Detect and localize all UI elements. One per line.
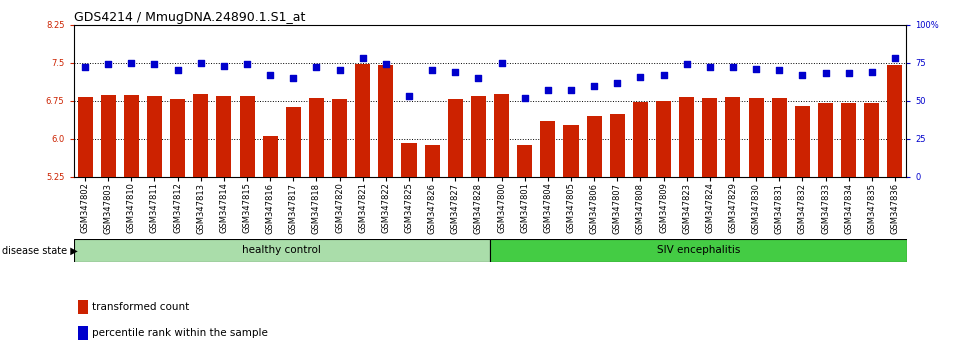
Bar bbox=[378, 65, 393, 177]
Bar bbox=[263, 136, 277, 177]
Point bbox=[147, 62, 163, 67]
Bar bbox=[725, 97, 741, 177]
Point bbox=[470, 75, 486, 81]
Bar bbox=[74, 239, 490, 262]
Bar bbox=[818, 103, 833, 177]
Bar bbox=[101, 95, 116, 177]
Point bbox=[725, 64, 741, 70]
Bar bbox=[771, 98, 787, 177]
Point bbox=[610, 80, 625, 85]
Point bbox=[656, 72, 671, 78]
Bar bbox=[309, 98, 324, 177]
Point bbox=[448, 69, 464, 75]
Point bbox=[679, 62, 695, 67]
Point bbox=[702, 64, 717, 70]
Bar bbox=[540, 121, 556, 177]
Bar bbox=[424, 145, 440, 177]
Point bbox=[123, 60, 139, 66]
Text: transformed count: transformed count bbox=[92, 302, 189, 313]
Point bbox=[100, 62, 116, 67]
Point bbox=[401, 93, 416, 99]
Bar bbox=[703, 98, 717, 177]
Bar bbox=[679, 97, 694, 177]
Point bbox=[285, 75, 301, 81]
Point bbox=[378, 62, 394, 67]
Point bbox=[355, 56, 370, 61]
Bar bbox=[841, 103, 857, 177]
Point bbox=[817, 71, 833, 76]
Bar bbox=[171, 99, 185, 177]
Bar bbox=[795, 106, 809, 177]
Point bbox=[540, 87, 556, 93]
Bar bbox=[77, 326, 88, 340]
Point bbox=[216, 63, 231, 69]
Bar bbox=[471, 96, 486, 177]
Text: disease state ▶: disease state ▶ bbox=[2, 245, 77, 255]
Bar bbox=[864, 103, 879, 177]
Bar bbox=[217, 96, 231, 177]
Point bbox=[632, 74, 648, 79]
Point bbox=[239, 62, 255, 67]
Bar bbox=[332, 99, 347, 177]
Point bbox=[494, 60, 510, 66]
Bar bbox=[749, 98, 763, 177]
Bar bbox=[147, 96, 162, 177]
Point bbox=[564, 87, 579, 93]
Bar bbox=[123, 95, 139, 177]
Point bbox=[749, 66, 764, 72]
Point bbox=[193, 60, 209, 66]
Point bbox=[77, 64, 93, 70]
Point bbox=[170, 68, 185, 73]
Point bbox=[795, 72, 810, 78]
Bar bbox=[448, 99, 463, 177]
Bar bbox=[564, 125, 578, 177]
Bar bbox=[587, 116, 602, 177]
Bar bbox=[355, 64, 370, 177]
Bar bbox=[402, 143, 416, 177]
Bar bbox=[633, 102, 648, 177]
Point bbox=[424, 68, 440, 73]
Bar bbox=[888, 65, 903, 177]
Bar bbox=[77, 97, 92, 177]
Bar bbox=[494, 94, 509, 177]
Point bbox=[887, 56, 903, 61]
Point bbox=[263, 72, 278, 78]
Bar bbox=[490, 239, 906, 262]
Bar bbox=[656, 101, 671, 177]
Bar bbox=[193, 94, 209, 177]
Bar bbox=[286, 107, 301, 177]
Point bbox=[864, 69, 880, 75]
Point bbox=[586, 83, 602, 88]
Point bbox=[309, 64, 324, 70]
Point bbox=[516, 95, 532, 101]
Point bbox=[332, 68, 348, 73]
Bar bbox=[517, 145, 532, 177]
Text: healthy control: healthy control bbox=[242, 245, 321, 256]
Bar bbox=[77, 301, 88, 314]
Text: percentile rank within the sample: percentile rank within the sample bbox=[92, 328, 269, 338]
Bar bbox=[610, 114, 625, 177]
Point bbox=[771, 68, 787, 73]
Bar bbox=[239, 96, 255, 177]
Point bbox=[841, 71, 857, 76]
Text: SIV encephalitis: SIV encephalitis bbox=[657, 245, 740, 256]
Text: GDS4214 / MmugDNA.24890.1.S1_at: GDS4214 / MmugDNA.24890.1.S1_at bbox=[74, 11, 305, 24]
